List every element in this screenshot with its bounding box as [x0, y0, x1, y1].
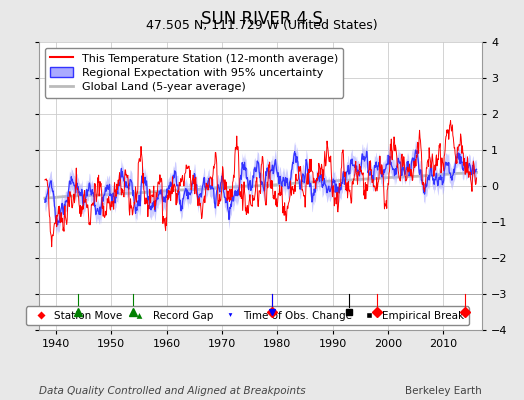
- Text: Data Quality Controlled and Aligned at Breakpoints: Data Quality Controlled and Aligned at B…: [39, 386, 306, 396]
- Text: Berkeley Earth: Berkeley Earth: [406, 386, 482, 396]
- Text: SUN RIVER 4 S: SUN RIVER 4 S: [201, 10, 323, 28]
- Legend: This Temperature Station (12-month average), Regional Expectation with 95% uncer: This Temperature Station (12-month avera…: [45, 48, 343, 98]
- Text: 47.505 N, 111.729 W (United States): 47.505 N, 111.729 W (United States): [146, 19, 378, 32]
